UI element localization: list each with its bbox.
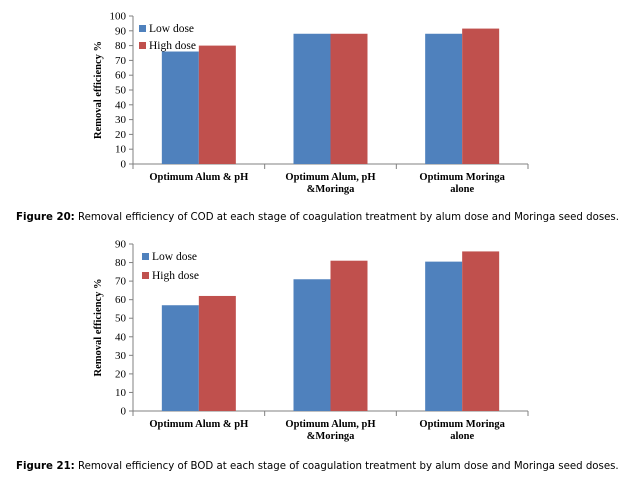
bar-low-dose (293, 279, 331, 411)
y-tick-label: 60 (115, 70, 127, 82)
y-tick-label: 10 (115, 387, 127, 399)
x-tick-label: &Moringa (307, 184, 356, 195)
bar-low-dose (425, 33, 463, 165)
x-tick-label: Optimum Moringa (419, 172, 505, 183)
y-tick-label: 50 (115, 313, 127, 325)
y-tick-label: 0 (121, 159, 127, 171)
y-tick-label: 90 (115, 239, 127, 251)
bar-low-dose (425, 261, 463, 411)
y-tick-label: 70 (115, 55, 127, 67)
y-tick-label: 0 (121, 406, 127, 418)
bod-bar-chart: 0 10 20 30 40 50 60 70 80 90 Removal efficiency % O… (93, 239, 529, 442)
y-tick-label: 10 (115, 144, 127, 156)
legend-label: High dose (152, 270, 199, 282)
x-tick-label: Optimum Alum & pH (149, 172, 248, 183)
y-tick-label: 60 (115, 294, 127, 306)
x-tick-label: &Moringa (307, 431, 356, 442)
legend-label: Low dose (152, 251, 197, 263)
y-tick-label: 30 (115, 114, 127, 126)
caption-text: Removal efficiency of COD at each stage … (74, 212, 619, 223)
bar-high-dose (330, 33, 368, 165)
figure-20-caption: Figure 20: Removal efficiency of COD at … (16, 212, 626, 223)
x-tick-label: Optimum Alum, pH (285, 419, 375, 430)
bar-low-dose (161, 305, 199, 411)
x-tick-label: Optimum Alum & pH (149, 419, 248, 430)
x-tick-label: alone (450, 184, 474, 195)
bar-low-dose (293, 33, 331, 165)
legend-swatch-high-dose (139, 42, 146, 49)
x-tick-label: Optimum Alum, pH (285, 172, 375, 183)
y-tick-label: 40 (115, 331, 127, 343)
y-tick-label: 80 (115, 257, 127, 269)
caption-label: Figure 20: (16, 212, 75, 223)
y-tick-label: 30 (115, 350, 127, 362)
cod-bar-chart: 0 10 20 30 40 50 60 70 80 90 100 Removal efficiency… (93, 11, 529, 195)
legend-swatch-low-dose (139, 25, 146, 32)
bar-high-dose (198, 295, 236, 411)
y-tick-label: 90 (115, 25, 127, 37)
y-axis-title: Removal efficiency % (93, 279, 104, 377)
legend-swatch-low-dose (142, 253, 149, 260)
bar-low-dose (161, 51, 199, 164)
y-tick-label: 70 (115, 276, 127, 288)
legend-swatch-high-dose (142, 272, 149, 279)
bar-high-dose (198, 45, 236, 164)
figure-21-caption: Figure 21: Removal efficiency of BOD at … (16, 461, 626, 472)
y-tick-label: 20 (115, 368, 127, 380)
caption-text: Removal efficiency of BOD at each stage … (74, 461, 619, 472)
caption-label: Figure 21: (16, 461, 75, 472)
y-tick-label: 50 (115, 85, 127, 97)
legend-label: High dose (149, 40, 196, 52)
bar-high-dose (330, 260, 368, 411)
bar-high-dose (462, 28, 500, 164)
y-tick-label: 40 (115, 99, 127, 111)
bar-high-dose (462, 251, 500, 411)
y-tick-label: 80 (115, 40, 127, 52)
x-tick-label: Optimum Moringa (419, 419, 505, 430)
x-tick-label: alone (450, 431, 474, 442)
legend-label: Low dose (149, 23, 194, 35)
y-tick-label: 100 (110, 11, 127, 23)
y-axis-title: Removal efficiency % (93, 41, 104, 139)
y-tick-label: 20 (115, 129, 127, 141)
